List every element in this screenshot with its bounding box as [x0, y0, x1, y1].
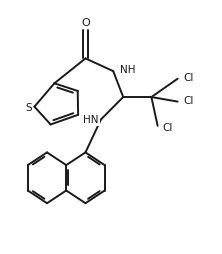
Text: Cl: Cl [184, 96, 194, 106]
Text: NH: NH [120, 65, 135, 75]
Text: S: S [25, 103, 32, 113]
Text: Cl: Cl [184, 73, 194, 83]
Text: Cl: Cl [163, 123, 173, 133]
Text: O: O [81, 18, 90, 28]
Text: HN: HN [83, 115, 99, 125]
